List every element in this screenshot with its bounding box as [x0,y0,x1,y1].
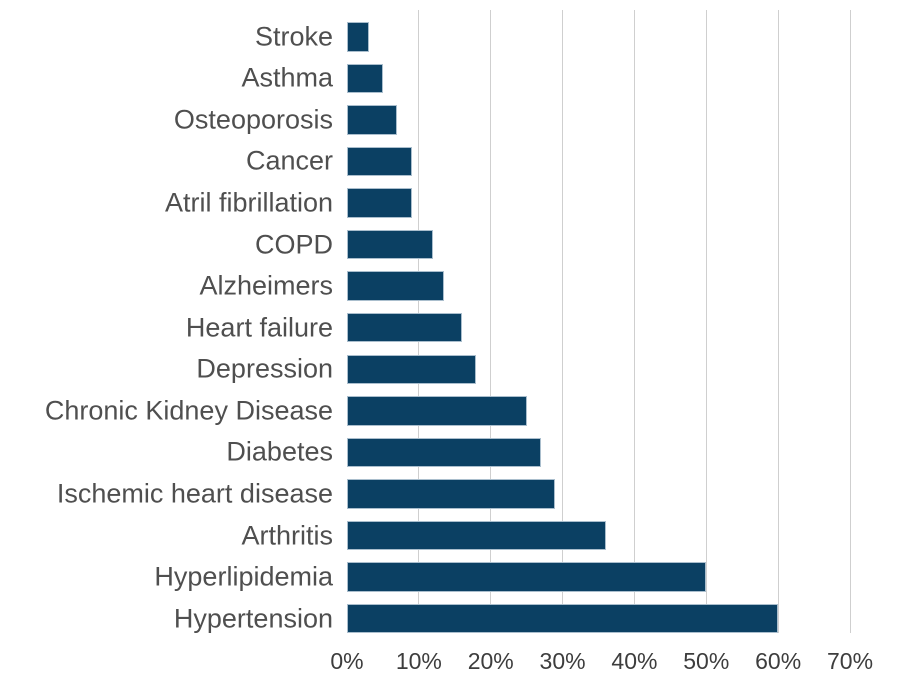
category-label-hyperlipidemia: Hyperlipidemia [154,561,333,592]
bar-depression [347,354,477,385]
bar-osteoporosis [347,105,398,135]
category-label-depression: Depression [196,353,333,384]
gridline-30pct [562,10,564,633]
x-axis-tick-40: 40% [611,648,658,674]
bar-atril-fibrillation [347,188,412,218]
bar-alzheimers [347,271,444,301]
bar-stroke [347,22,369,52]
bar-diabetes [347,437,542,468]
x-axis-tick-20: 20% [467,648,514,674]
category-label-atril-fibrillation: Atril fibrillation [164,187,333,218]
x-axis-tick-0: 0% [330,648,364,674]
x-axis-tick-70: 70% [826,648,874,674]
x-axis-tick-50: 50% [683,648,730,674]
x-axis-tick-10: 10% [395,648,442,674]
x-axis-tick-60: 60% [755,648,802,674]
gridline-60pct [777,10,779,633]
bar-ischemic-heart-disease [347,479,556,509]
category-label-stroke: Stroke [254,21,333,52]
bar-hyperlipidemia [347,562,707,592]
gridline-40pct [633,10,635,633]
category-label-diabetes: Diabetes [226,436,333,467]
gridline-20pct [490,10,492,633]
category-label-copd: COPD [254,229,333,260]
category-label-heart-failure: Heart failure [185,312,333,343]
bar-heart-failure [347,312,462,343]
bar-copd [347,229,434,260]
bar-hypertension [347,603,779,634]
bar-chronic-kidney-disease [347,396,527,426]
category-label-hypertension: Hypertension [173,603,333,634]
bar-cancer [347,146,412,177]
category-label-arthritis: Arthritis [241,520,333,551]
category-label-asthma: Asthma [241,62,333,93]
gridline-70pct [849,10,851,633]
bar-arthritis [347,520,606,551]
category-label-alzheimers: Alzheimers [199,270,333,301]
category-label-cancer: Cancer [245,145,333,176]
plot-area [347,10,857,634]
bar-asthma [347,63,383,94]
x-axis-tick-30: 30% [539,648,586,674]
category-label-chronic-kidney-disease: Chronic Kidney Disease [44,395,333,426]
gridline-50pct [705,10,707,633]
category-label-osteoporosis: Osteoporosis [173,104,333,135]
category-label-ischemic-heart-disease: Ischemic heart disease [56,478,333,509]
